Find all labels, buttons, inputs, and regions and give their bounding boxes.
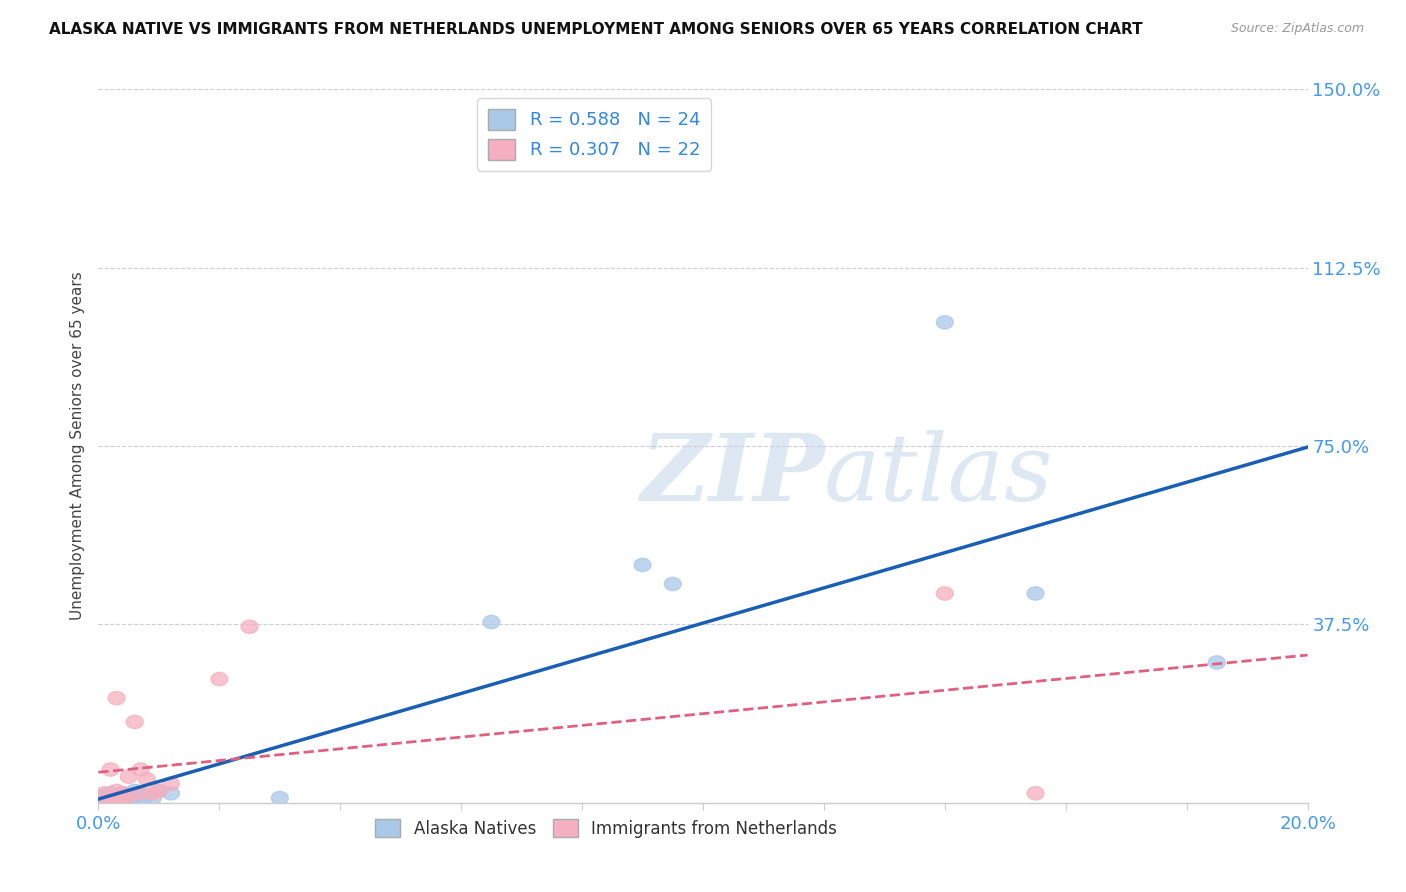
Text: ALASKA NATIVE VS IMMIGRANTS FROM NETHERLANDS UNEMPLOYMENT AMONG SENIORS OVER 65 : ALASKA NATIVE VS IMMIGRANTS FROM NETHERL…	[49, 22, 1143, 37]
Text: Source: ZipAtlas.com: Source: ZipAtlas.com	[1230, 22, 1364, 36]
Text: ZIP: ZIP	[640, 430, 824, 519]
Text: atlas: atlas	[824, 430, 1053, 519]
Legend: Alaska Natives, Immigrants from Netherlands: Alaska Natives, Immigrants from Netherla…	[368, 813, 844, 845]
Y-axis label: Unemployment Among Seniors over 65 years: Unemployment Among Seniors over 65 years	[69, 272, 84, 620]
